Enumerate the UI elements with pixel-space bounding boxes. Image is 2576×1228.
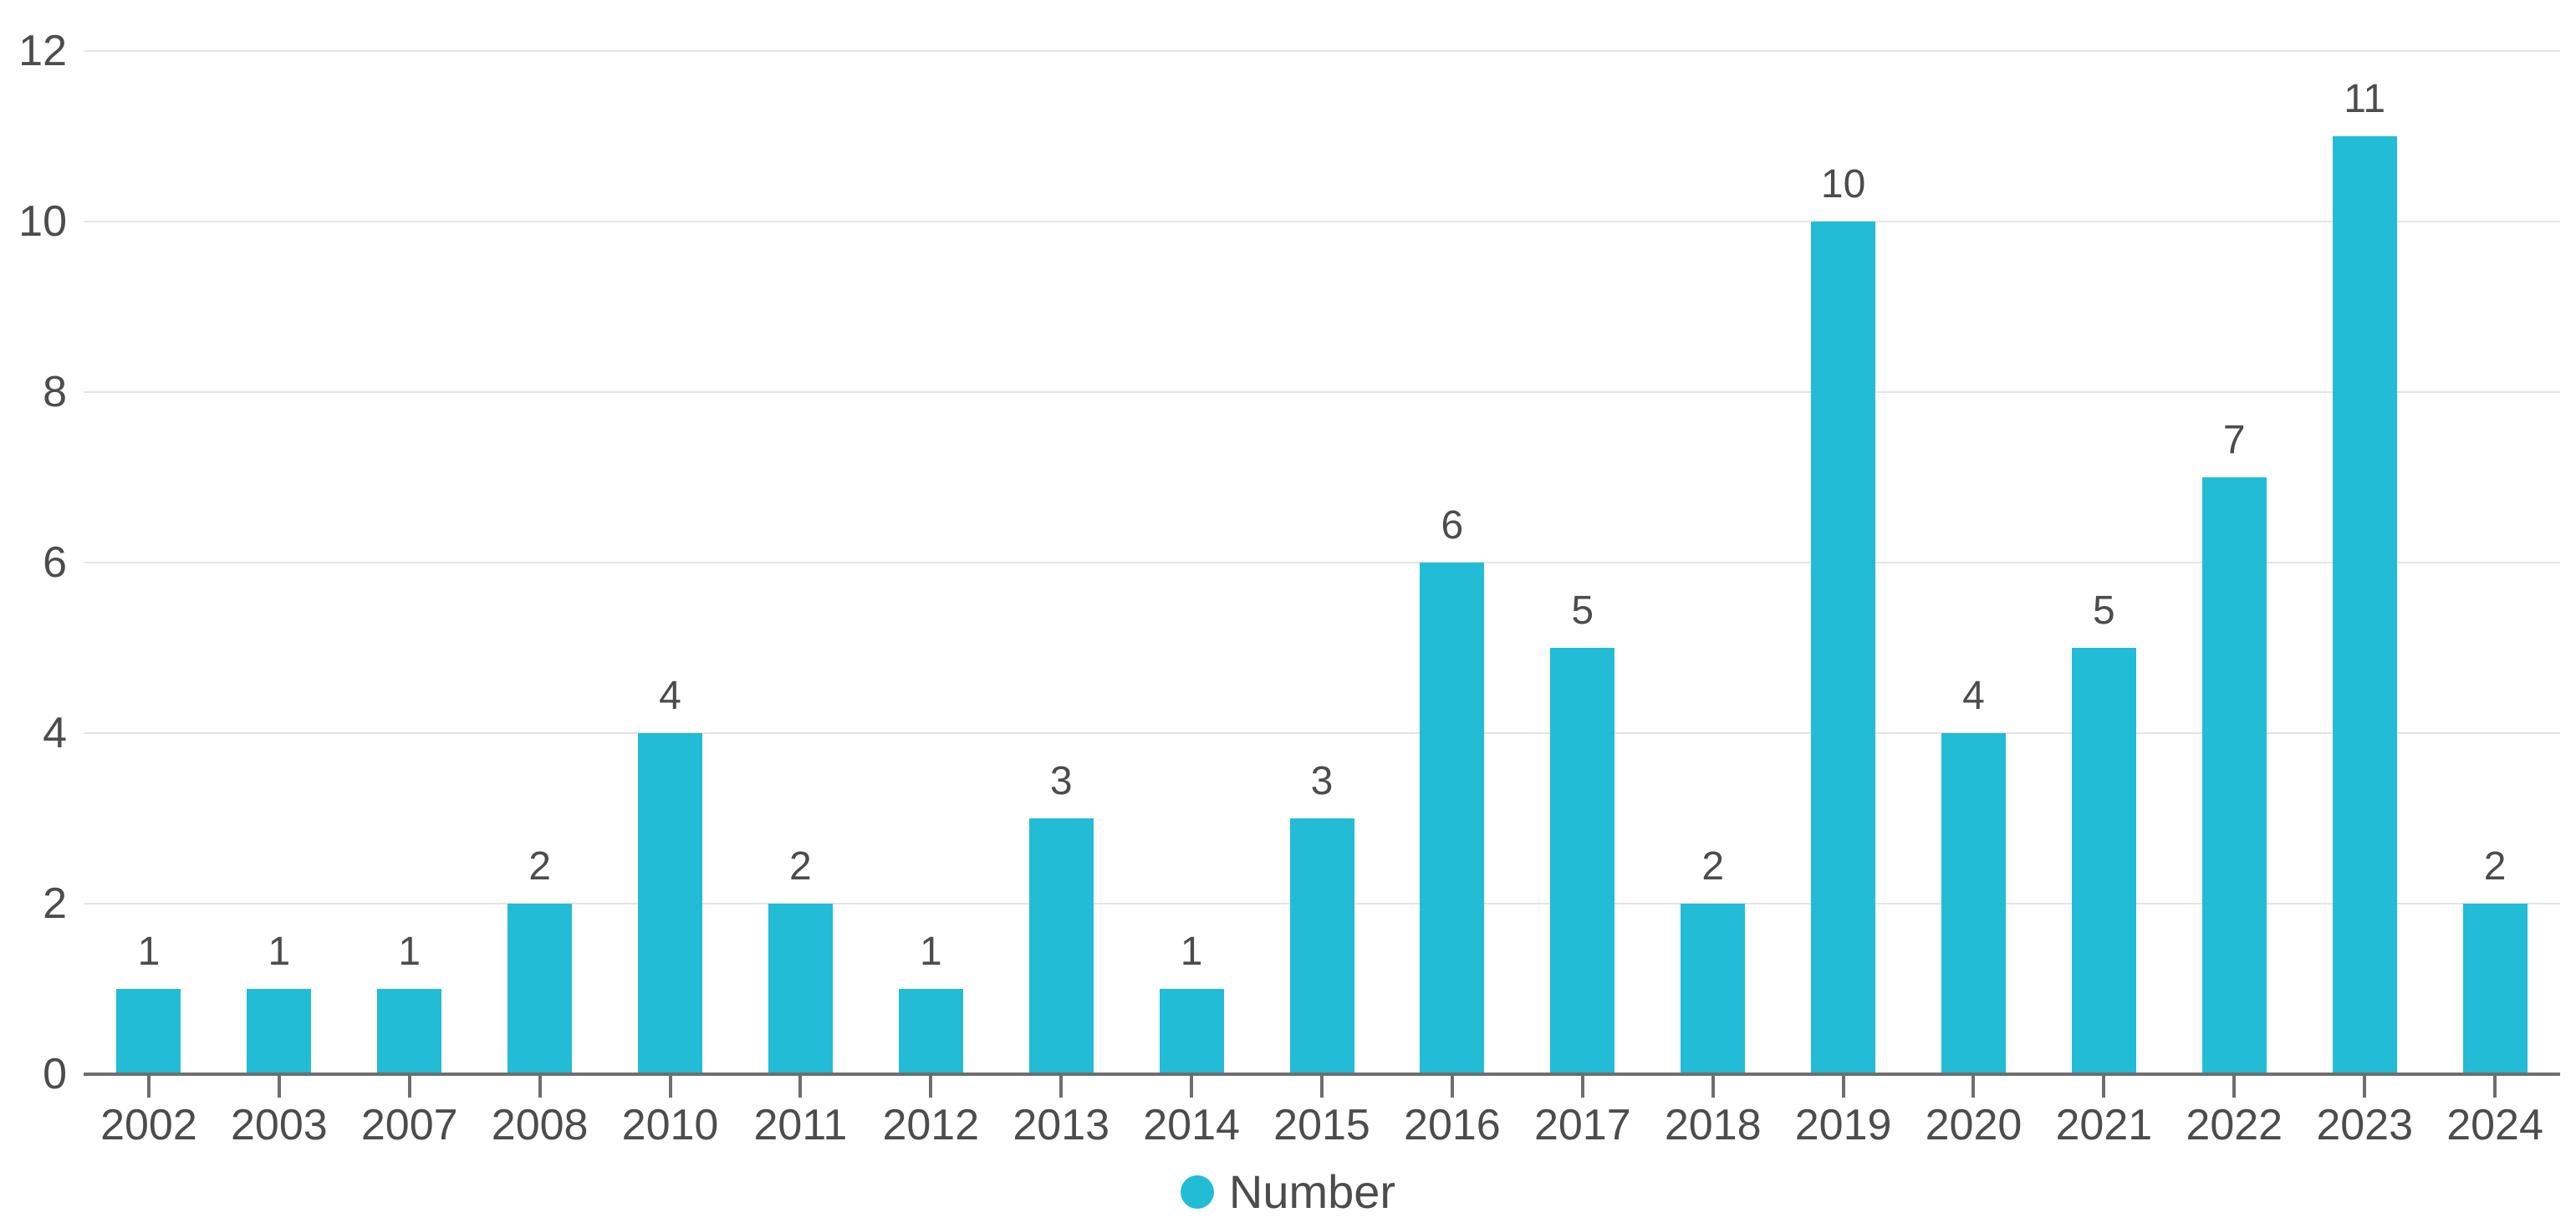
gridline-8	[84, 391, 2560, 393]
bar-2013[interactable]	[1028, 818, 1094, 1074]
x-tick-label-2017: 2017	[1533, 1101, 1631, 1149]
y-tick-label-8: 8	[43, 368, 67, 416]
bar-2003[interactable]	[247, 989, 312, 1074]
x-tick-2011	[798, 1076, 803, 1098]
x-tick-2022	[2232, 1076, 2237, 1098]
bar-value-label-2008: 2	[528, 844, 551, 889]
bar-2024[interactable]	[2462, 904, 2528, 1074]
x-tick-2010	[668, 1076, 672, 1098]
x-tick-2015	[1320, 1076, 1324, 1098]
bar-value-label-2011: 2	[789, 844, 812, 889]
legend[interactable]: Number	[0, 1169, 2576, 1215]
x-tick-2014	[1190, 1076, 1194, 1098]
bar-2010[interactable]	[638, 733, 703, 1074]
x-axis-line	[84, 1073, 2560, 1076]
x-tick-label-2015: 2015	[1273, 1101, 1370, 1149]
x-tick-2007	[407, 1076, 411, 1098]
x-tick-label-2008: 2008	[491, 1101, 589, 1149]
x-tick-label-2018: 2018	[1664, 1101, 1762, 1149]
gridline-10	[84, 221, 2560, 222]
x-tick-label-2010: 2010	[621, 1101, 719, 1149]
gridline-4	[84, 732, 2560, 734]
bar-value-label-2016: 6	[1441, 503, 1464, 548]
bar-2016[interactable]	[1420, 563, 1485, 1074]
x-tick-2024	[2493, 1076, 2497, 1098]
x-tick-label-2003: 2003	[230, 1101, 328, 1149]
bar-2019[interactable]	[1811, 222, 1876, 1074]
x-tick-label-2013: 2013	[1013, 1101, 1110, 1149]
x-tick-2002	[146, 1076, 150, 1098]
x-tick-2008	[538, 1076, 542, 1098]
bar-value-label-2013: 3	[1049, 759, 1073, 803]
bar-value-label-2018: 2	[1701, 844, 1725, 889]
bar-2002[interactable]	[116, 989, 181, 1074]
gridline-12	[84, 50, 2560, 52]
legend-marker-icon	[1180, 1175, 1214, 1209]
x-tick-label-2019: 2019	[1794, 1101, 1892, 1149]
bar-2021[interactable]	[2071, 648, 2136, 1074]
x-tick-label-2002: 2002	[100, 1101, 197, 1149]
bar-value-label-2012: 1	[919, 930, 942, 974]
legend-label: Number	[1228, 1165, 1396, 1218]
bar-2017[interactable]	[1550, 648, 1615, 1074]
x-tick-label-2021: 2021	[2055, 1101, 2153, 1149]
x-tick-label-2016: 2016	[1404, 1101, 1501, 1149]
x-tick-label-2022: 2022	[2186, 1101, 2283, 1149]
bar-2018[interactable]	[1681, 904, 1746, 1074]
bar-2023[interactable]	[2332, 136, 2397, 1074]
x-tick-label-2024: 2024	[2446, 1101, 2543, 1149]
x-tick-label-2014: 2014	[1143, 1101, 1240, 1149]
gridline-6	[84, 562, 2560, 563]
bar-value-label-2020: 4	[1962, 674, 1985, 718]
x-tick-2003	[277, 1076, 281, 1098]
x-tick-label-2012: 2012	[882, 1101, 980, 1149]
bar-value-label-2021: 5	[2093, 589, 2115, 633]
bar-2007[interactable]	[377, 989, 442, 1074]
y-tick-label-4: 4	[43, 709, 67, 757]
bar-2022[interactable]	[2201, 477, 2267, 1074]
y-tick-label-2: 2	[43, 879, 67, 928]
x-tick-2019	[1841, 1076, 1845, 1098]
x-tick-label-2020: 2020	[1925, 1101, 2023, 1149]
x-tick-2021	[2102, 1076, 2106, 1098]
bar-2008[interactable]	[508, 904, 573, 1074]
x-tick-2020	[1972, 1076, 1976, 1098]
x-tick-2017	[1580, 1076, 1584, 1098]
y-tick-label-10: 10	[18, 197, 67, 246]
y-tick-label-12: 12	[18, 27, 67, 75]
bar-value-label-2007: 1	[398, 930, 421, 974]
bar-2015[interactable]	[1289, 818, 1354, 1074]
bar-value-label-2002: 1	[137, 930, 161, 974]
bar-value-label-2015: 3	[1310, 759, 1334, 803]
x-tick-label-2011: 2011	[753, 1101, 848, 1149]
x-tick-2016	[1450, 1076, 1454, 1098]
x-tick-2013	[1059, 1076, 1064, 1098]
y-tick-label-6: 6	[43, 538, 67, 587]
bar-value-label-2023: 11	[2344, 77, 2386, 121]
bar-value-label-2014: 1	[1180, 930, 1203, 974]
x-tick-label-2007: 2007	[360, 1101, 458, 1149]
bar-value-label-2003: 1	[268, 930, 291, 974]
bar-value-label-2017: 5	[1571, 589, 1594, 633]
x-tick-2012	[929, 1076, 933, 1098]
bar-value-label-2019: 10	[1820, 162, 1866, 206]
plot-area: 1 1 1 2 4 2 1 3 1 3 6 5 2 10 4 5 7 11 2	[84, 50, 2560, 1076]
bar-value-label-2010: 4	[659, 674, 681, 718]
x-tick-2018	[1711, 1076, 1715, 1098]
bar-value-label-2024: 2	[2483, 844, 2507, 889]
x-tick-2023	[2363, 1076, 2367, 1098]
x-tick-label-2023: 2023	[2316, 1101, 2413, 1149]
bar-2014[interactable]	[1159, 989, 1224, 1074]
bar-value-label-2022: 7	[2222, 418, 2246, 462]
bar-2012[interactable]	[898, 989, 963, 1074]
y-tick-label-0: 0	[43, 1050, 67, 1098]
bar-2020[interactable]	[1941, 733, 2006, 1074]
bar-2011[interactable]	[768, 904, 833, 1074]
